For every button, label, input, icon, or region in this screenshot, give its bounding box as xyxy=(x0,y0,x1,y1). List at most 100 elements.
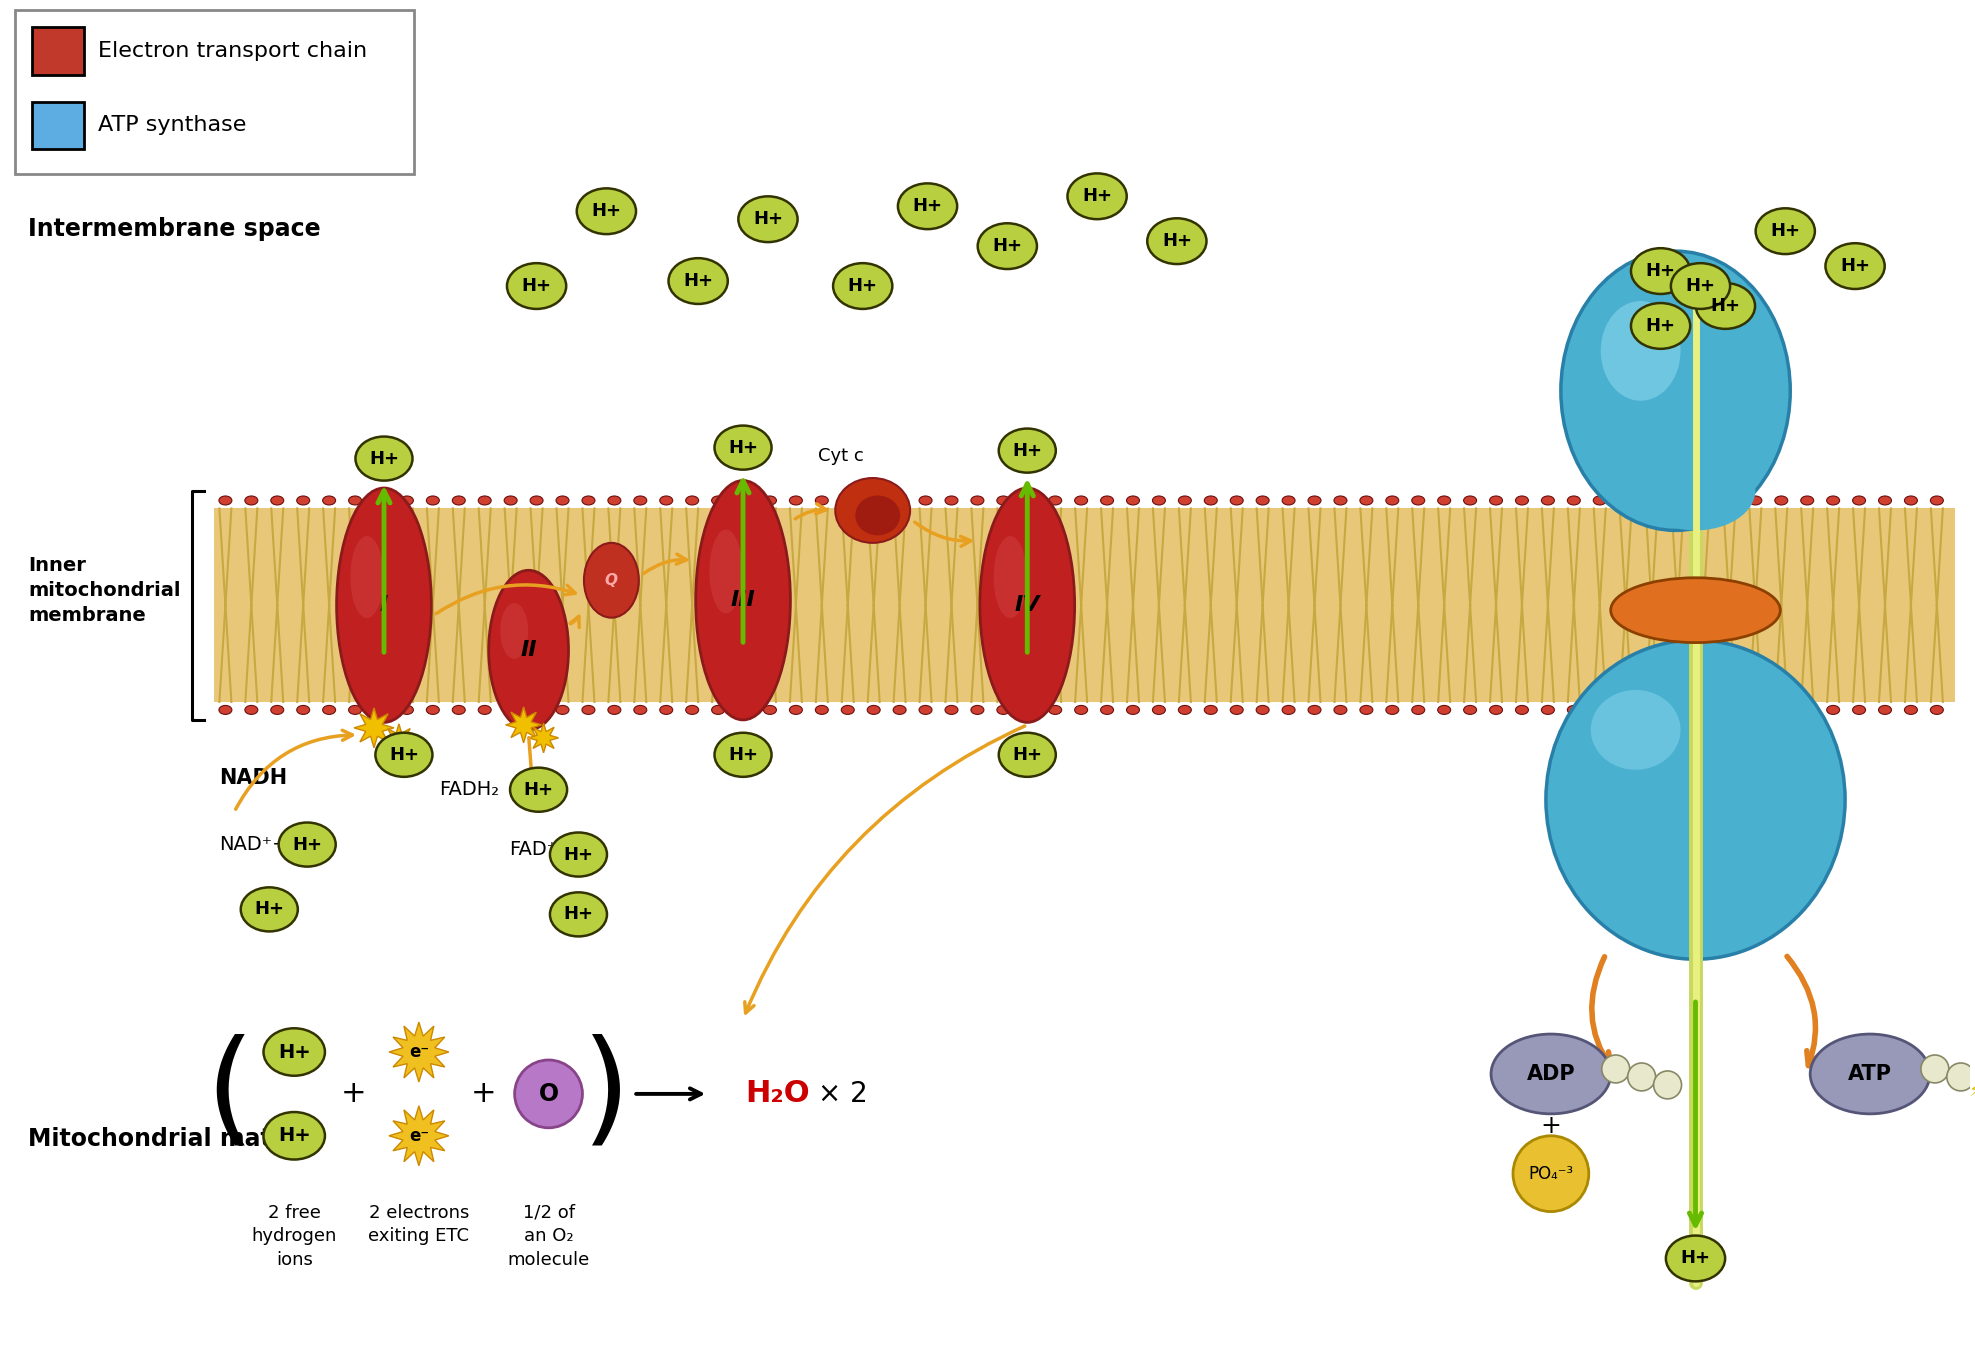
Ellipse shape xyxy=(1023,496,1035,505)
Text: H+: H+ xyxy=(912,197,942,216)
Text: PO₄⁻³: PO₄⁻³ xyxy=(1529,1165,1574,1183)
Text: H+: H+ xyxy=(1685,277,1716,295)
Ellipse shape xyxy=(549,832,606,876)
Ellipse shape xyxy=(1205,705,1217,714)
Ellipse shape xyxy=(478,496,492,505)
Text: ATP: ATP xyxy=(1849,1063,1892,1084)
Ellipse shape xyxy=(488,570,569,729)
Ellipse shape xyxy=(452,705,466,714)
Ellipse shape xyxy=(1878,705,1892,714)
Ellipse shape xyxy=(999,429,1057,473)
Ellipse shape xyxy=(375,733,433,777)
Ellipse shape xyxy=(893,705,907,714)
Text: I: I xyxy=(379,595,389,615)
Ellipse shape xyxy=(296,705,310,714)
Ellipse shape xyxy=(1333,705,1347,714)
Text: (: ( xyxy=(205,1033,253,1154)
Text: H+: H+ xyxy=(1082,187,1112,205)
Text: Electron transport chain: Electron transport chain xyxy=(97,41,367,61)
Ellipse shape xyxy=(500,603,527,659)
Ellipse shape xyxy=(1256,705,1270,714)
Ellipse shape xyxy=(557,705,569,714)
Ellipse shape xyxy=(1546,640,1845,959)
Text: H+: H+ xyxy=(292,835,322,854)
Ellipse shape xyxy=(1671,496,1685,505)
Ellipse shape xyxy=(348,705,361,714)
Ellipse shape xyxy=(348,496,361,505)
Text: II: II xyxy=(519,640,537,660)
Text: 1/2 of
an O₂
molecule: 1/2 of an O₂ molecule xyxy=(508,1203,591,1268)
Ellipse shape xyxy=(841,496,855,505)
Ellipse shape xyxy=(978,223,1037,269)
Ellipse shape xyxy=(695,481,790,720)
Text: H+: H+ xyxy=(369,449,399,467)
Ellipse shape xyxy=(1602,301,1681,401)
Ellipse shape xyxy=(1722,705,1736,714)
Ellipse shape xyxy=(1620,496,1631,505)
Ellipse shape xyxy=(1827,705,1839,714)
Ellipse shape xyxy=(1049,705,1063,714)
Ellipse shape xyxy=(1620,705,1631,714)
Ellipse shape xyxy=(1307,496,1321,505)
Text: 2 electrons
exiting ETC: 2 electrons exiting ETC xyxy=(369,1203,470,1245)
Ellipse shape xyxy=(685,705,699,714)
Ellipse shape xyxy=(1697,282,1756,329)
Ellipse shape xyxy=(1697,705,1710,714)
Ellipse shape xyxy=(1205,496,1217,505)
Circle shape xyxy=(1947,1063,1975,1090)
Ellipse shape xyxy=(1153,705,1165,714)
Ellipse shape xyxy=(452,496,466,505)
Ellipse shape xyxy=(245,705,259,714)
Ellipse shape xyxy=(263,1028,326,1076)
Text: H+: H+ xyxy=(1161,232,1191,250)
Ellipse shape xyxy=(1463,705,1477,714)
Text: H+: H+ xyxy=(847,277,877,295)
Ellipse shape xyxy=(1568,496,1580,505)
Ellipse shape xyxy=(1671,705,1685,714)
Ellipse shape xyxy=(1049,496,1063,505)
Ellipse shape xyxy=(529,705,543,714)
Ellipse shape xyxy=(918,705,932,714)
Ellipse shape xyxy=(835,478,910,543)
Ellipse shape xyxy=(1361,496,1373,505)
Ellipse shape xyxy=(1904,705,1918,714)
Ellipse shape xyxy=(1438,705,1452,714)
Ellipse shape xyxy=(1930,705,1943,714)
Ellipse shape xyxy=(944,705,958,714)
Ellipse shape xyxy=(1568,705,1580,714)
Ellipse shape xyxy=(790,496,802,505)
Ellipse shape xyxy=(980,488,1074,722)
Circle shape xyxy=(1922,1055,1949,1082)
Text: H+: H+ xyxy=(591,202,622,220)
Circle shape xyxy=(1973,1071,1975,1099)
Ellipse shape xyxy=(1930,496,1943,505)
Text: H+: H+ xyxy=(1681,1249,1710,1267)
Ellipse shape xyxy=(608,705,620,714)
Ellipse shape xyxy=(1023,705,1035,714)
Text: FADH₂: FADH₂ xyxy=(438,781,500,800)
Ellipse shape xyxy=(478,705,492,714)
Ellipse shape xyxy=(1825,243,1884,289)
Ellipse shape xyxy=(739,197,798,242)
Ellipse shape xyxy=(322,496,336,505)
Ellipse shape xyxy=(1307,705,1321,714)
Text: III: III xyxy=(731,591,754,610)
Ellipse shape xyxy=(715,425,772,470)
Ellipse shape xyxy=(1722,496,1736,505)
Ellipse shape xyxy=(1491,1033,1612,1114)
Ellipse shape xyxy=(504,496,517,505)
Ellipse shape xyxy=(350,536,383,618)
Ellipse shape xyxy=(1282,496,1296,505)
Ellipse shape xyxy=(219,496,231,505)
Ellipse shape xyxy=(427,705,438,714)
Ellipse shape xyxy=(816,496,828,505)
Ellipse shape xyxy=(245,496,259,505)
Ellipse shape xyxy=(1126,705,1140,714)
Ellipse shape xyxy=(583,705,594,714)
Circle shape xyxy=(1653,1071,1681,1099)
Ellipse shape xyxy=(401,705,413,714)
Text: IV: IV xyxy=(1015,595,1041,615)
Ellipse shape xyxy=(1776,705,1787,714)
Ellipse shape xyxy=(1671,263,1730,308)
Text: H+: H+ xyxy=(523,781,553,799)
